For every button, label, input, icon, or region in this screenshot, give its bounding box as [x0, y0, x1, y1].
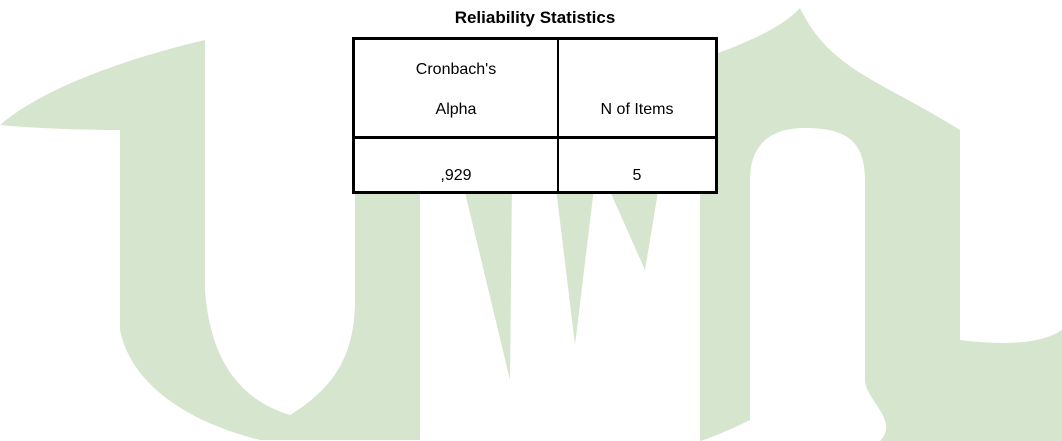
watermark-shape: [462, 180, 660, 380]
header-text: N of Items: [601, 101, 674, 118]
data-cell: 5: [558, 138, 717, 193]
reliability-table: Cronbach's Alpha N of Items ,929 5: [352, 37, 718, 194]
header-row: Cronbach's Alpha N of Items: [354, 39, 717, 138]
header-cell: N of Items: [558, 39, 717, 138]
header-cell: Cronbach's Alpha: [354, 39, 559, 138]
page: {"title": "Reliability Statistics", "tab…: [0, 0, 1062, 441]
header-text: Cronbach's Alpha: [408, 50, 504, 130]
watermark-shape: [700, 8, 1062, 441]
data-row: ,929 5: [354, 138, 717, 193]
table-title: Reliability Statistics: [352, 8, 718, 28]
data-cell: ,929: [354, 138, 559, 193]
